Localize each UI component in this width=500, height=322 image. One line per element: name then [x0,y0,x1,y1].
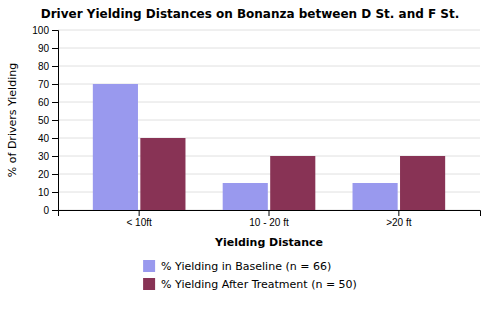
x-tick-mark [398,210,399,216]
y-tick-mark [52,192,58,193]
x-axis-title: Yielding Distance [214,236,323,249]
legend-swatch [143,260,155,272]
y-tick-mark [52,102,58,103]
y-tick-mark [52,210,58,211]
y-tick-label: 100 [32,25,49,36]
plot: 0 10 20 30 40 50 60 70 80 90 100 < 10ft 10 - 20 ft >2… [32,25,480,228]
y-tick-label: 20 [38,169,50,180]
grid [58,30,480,210]
legend-label: % Yielding in Baseline (n = 66) [161,260,331,273]
y-tick: 0 [43,205,58,216]
y-tick-mark [52,48,58,49]
title: Driver Yielding Distances on Bonanza bet… [41,7,460,21]
x-tick: 10 - 20 ft [249,210,289,228]
y-tick-mark [52,84,58,85]
y-tick-label: 70 [38,79,50,90]
x-tick-mark [139,210,140,216]
y-tick: 20 [38,169,58,180]
legend-label: % Yielding After Treatment (n = 50) [161,278,357,291]
y-tick-label: 90 [38,43,50,54]
y-tick-label: 30 [38,151,50,162]
y-tick: 30 [38,151,58,162]
y-tick-label: 60 [38,97,50,108]
bar [140,138,185,210]
x-axis: < 10ft 10 - 20 ft >20 ft [59,210,481,228]
x-tick-label: >20 ft [386,217,412,228]
x-tick-label: < 10ft [126,217,152,228]
y-tick-label: 80 [38,61,50,72]
y-axis-line [52,31,59,211]
y-axis: 0 10 20 30 40 50 60 70 80 90 100 [32,25,58,216]
legend: % Yielding in Baseline (n = 66) % Yieldin… [143,260,357,291]
bar [93,84,138,210]
bar [400,156,445,210]
chart: Driver Yielding Distances on Bonanza bet… [0,0,500,322]
y-tick: 40 [38,133,58,144]
y-tick-mark [52,138,58,139]
legend-item: % Yielding After Treatment (n = 50) [143,278,357,291]
bars [93,84,445,210]
y-tick: 60 [38,97,58,108]
y-tick: 100 [32,25,58,36]
y-tick: 90 [38,43,58,54]
y-tick-mark [52,120,58,121]
legend-item: % Yielding in Baseline (n = 66) [143,260,331,273]
grid-line [58,30,480,31]
x-axis-line [59,211,481,217]
x-tick: < 10ft [126,210,152,228]
x-tick-mark [269,210,270,216]
x-tick: >20 ft [386,210,412,228]
y-tick-mark [52,174,58,175]
series [140,138,445,210]
bar [353,183,398,210]
y-tick-mark [52,156,58,157]
y-tick-mark [52,66,58,67]
y-tick-label: 10 [38,187,50,198]
y-tick: 80 [38,61,58,72]
bar [270,156,315,210]
grid-line [58,48,480,49]
bar [223,183,268,210]
grid-line [58,66,480,67]
y-tick-label: 40 [38,133,50,144]
y-tick: 70 [38,79,58,90]
series [93,84,398,210]
y-tick: 50 [38,115,58,126]
y-axis-title: % of Drivers Yielding [6,63,19,177]
legend-swatch [143,278,155,290]
x-tick-label: 10 - 20 ft [249,217,289,228]
y-tick-mark [52,30,58,31]
y-tick-label: 0 [43,205,49,216]
y-tick-label: 50 [38,115,50,126]
y-tick: 10 [38,187,58,198]
